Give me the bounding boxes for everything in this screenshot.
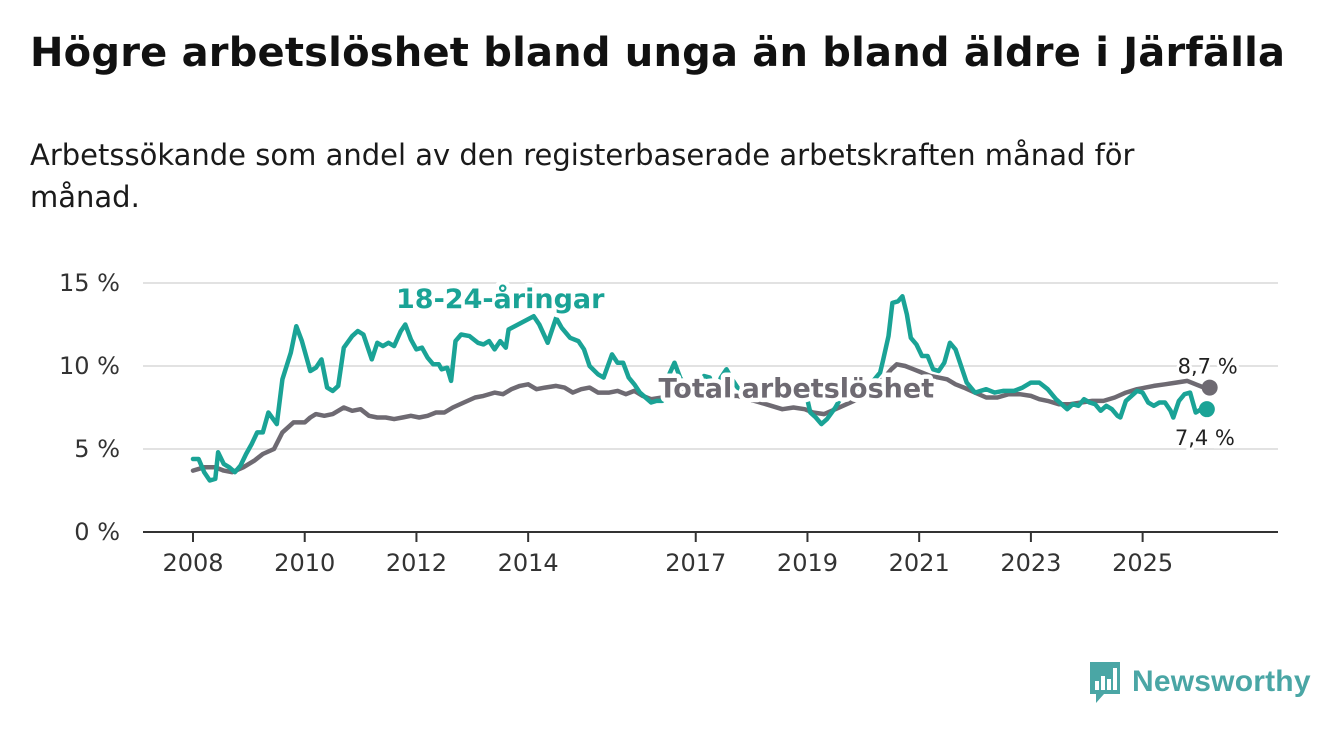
x-tick-label: 2010 <box>274 549 335 577</box>
youth-end-value: 7,4 % <box>1175 426 1235 450</box>
total-end-value: 8,7 % <box>1178 355 1238 379</box>
x-tick-label: 2012 <box>386 549 447 577</box>
y-tick-label: 15 % <box>59 269 120 297</box>
y-axis: 0 % 5 % 10 % 15 % <box>59 269 120 546</box>
y-tick-label: 5 % <box>74 435 120 463</box>
newsworthy-logo: Newsworthy <box>1088 660 1311 704</box>
total-series-line <box>190 362 1212 475</box>
grid-lines <box>143 282 1278 450</box>
x-tick-label: 2014 <box>498 549 559 577</box>
bar-chart-icon <box>1090 662 1120 703</box>
x-tick-label: 2023 <box>1000 549 1061 577</box>
y-tick-label: 0 % <box>74 518 120 546</box>
y-tick-label: 10 % <box>59 352 120 380</box>
youth-end-marker <box>1198 401 1215 418</box>
x-tick-label: 2025 <box>1112 549 1173 577</box>
chart-title: Högre arbetslöshet bland unga än bland ä… <box>30 30 1286 76</box>
youth-series-line <box>190 294 1210 483</box>
x-axis: 2008 2010 2012 2014 2017 2019 2021 2023 2025 <box>143 531 1278 577</box>
series-lines <box>190 294 1218 483</box>
x-tick-label: 2008 <box>162 549 223 577</box>
x-tick-label: 2021 <box>889 549 950 577</box>
youth-series-label: 18-24-åringar <box>396 283 605 315</box>
total-end-marker <box>1201 379 1218 396</box>
series-labels: 18-24-åringar Total arbetslöshet 8,7 % 7,4 … <box>392 278 1241 453</box>
chart-subtitle: Arbetssökande som andel av den registerb… <box>30 138 1135 214</box>
total-series-label: Total arbetslöshet <box>658 374 934 405</box>
x-tick-label: 2017 <box>665 549 726 577</box>
x-tick-label: 2019 <box>777 549 838 577</box>
brand-name: Newsworthy <box>1132 665 1311 698</box>
